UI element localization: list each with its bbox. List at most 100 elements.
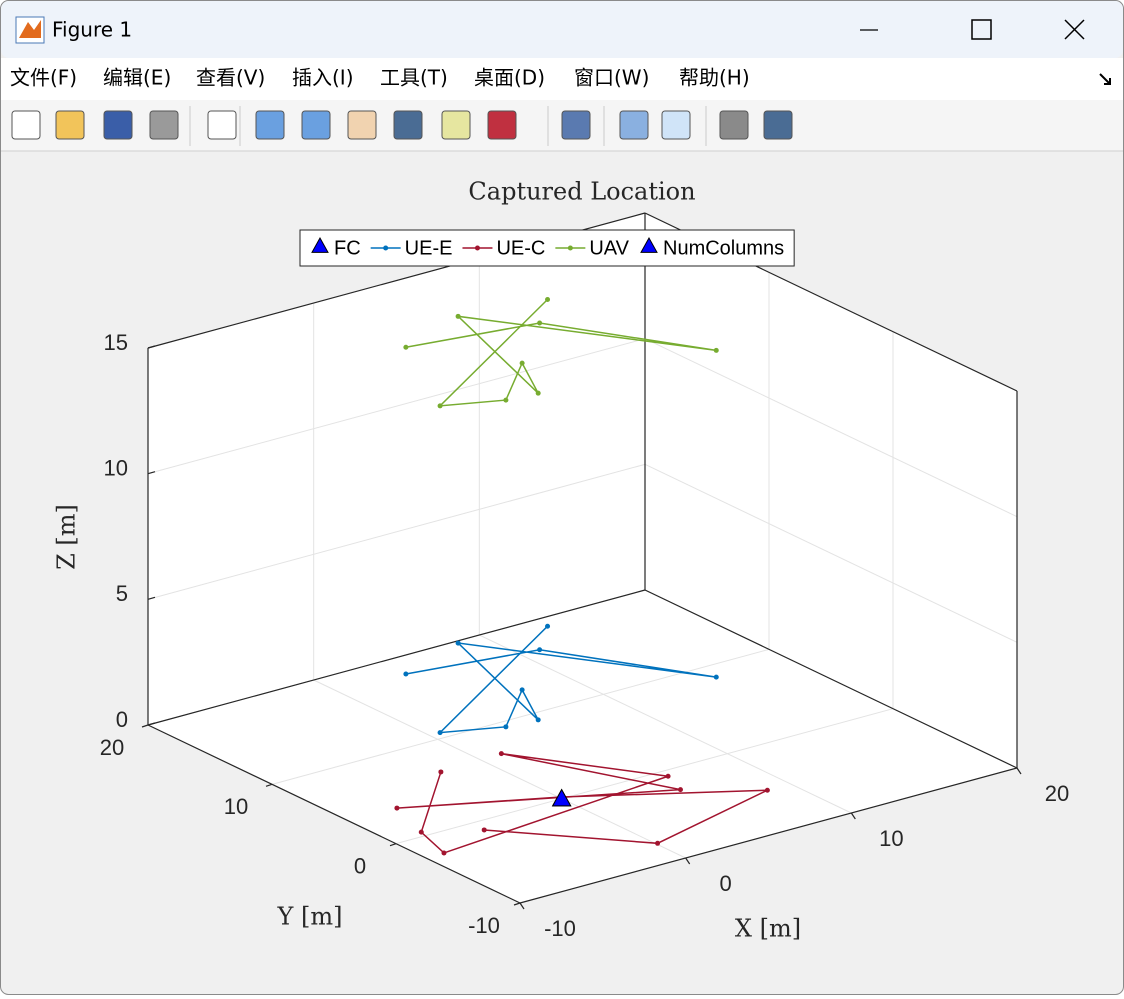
y-tick-label: 0 xyxy=(354,853,366,878)
toolbar-button[interactable] xyxy=(301,110,331,140)
data-point xyxy=(519,687,525,693)
menu-item[interactable]: 工具(T) xyxy=(380,66,448,90)
menu-item[interactable]: 插入(I) xyxy=(292,66,354,90)
data-point xyxy=(713,347,719,353)
z-axis-label: Z [m] xyxy=(53,504,81,570)
data-point xyxy=(481,827,487,833)
data-point xyxy=(498,751,504,757)
grid-line xyxy=(644,338,1018,518)
toolbar-button[interactable] xyxy=(561,110,591,140)
toolbar-button[interactable] xyxy=(11,110,41,140)
toolbar-button[interactable] xyxy=(149,110,179,140)
y-axis-line xyxy=(147,724,521,904)
toolbar-button[interactable] xyxy=(763,110,793,140)
data-point xyxy=(503,724,509,730)
z-tick xyxy=(147,471,156,475)
data-point xyxy=(403,671,409,677)
toolbar-button[interactable] xyxy=(207,110,237,140)
data-point xyxy=(713,674,719,680)
y-tick-label: 10 xyxy=(224,794,248,819)
toolbar-button[interactable] xyxy=(255,110,285,140)
y-tick-label: 20 xyxy=(100,735,124,760)
legend-label: UE-E xyxy=(405,237,453,259)
toolbar-button[interactable] xyxy=(103,110,133,140)
z-tick-label: 15 xyxy=(104,330,128,355)
legend-label: UE-C xyxy=(496,237,545,259)
toolbar-button[interactable] xyxy=(55,110,85,140)
x-tick-label: 10 xyxy=(879,826,903,851)
data-point xyxy=(535,390,541,396)
legend-label: FC xyxy=(334,237,361,259)
toolbar-button[interactable] xyxy=(661,110,691,140)
title-bar xyxy=(1,1,1123,58)
box-edge xyxy=(644,589,1018,769)
data-point xyxy=(438,769,444,775)
toolbar-button[interactable] xyxy=(719,110,749,140)
legend-label: UAV xyxy=(589,237,629,259)
z-tick-label: 10 xyxy=(104,455,128,480)
data-point xyxy=(535,717,541,723)
data-point xyxy=(455,313,461,319)
chart-title: Captured Location xyxy=(468,178,695,206)
grid-line xyxy=(147,463,646,600)
y-tick xyxy=(513,902,521,906)
z-tick xyxy=(147,345,156,349)
x-tick xyxy=(1016,767,1022,775)
data-point xyxy=(437,730,443,736)
grid-line xyxy=(479,634,852,814)
data-point xyxy=(537,320,543,326)
grid-line xyxy=(147,338,646,475)
z-tick-label: 0 xyxy=(116,707,128,732)
legend-label: NumColumns xyxy=(663,237,784,259)
box-edge xyxy=(147,589,646,726)
y-tick xyxy=(141,724,149,728)
x-tick xyxy=(850,812,856,820)
toolbar-button[interactable] xyxy=(393,110,423,140)
y-axis-label: Y [m] xyxy=(277,903,343,931)
data-point xyxy=(441,850,447,856)
toolbar-button[interactable] xyxy=(487,110,517,140)
close-button[interactable] xyxy=(1064,19,1085,40)
menu-bar xyxy=(1,58,1123,100)
x-tick-label: 0 xyxy=(720,871,732,896)
x-tick xyxy=(519,902,525,910)
x-axis-label: X [m] xyxy=(735,915,801,943)
maximize-button[interactable] xyxy=(971,19,992,40)
toolbar-button[interactable] xyxy=(619,110,649,140)
z-tick xyxy=(147,596,156,600)
app-icon xyxy=(15,16,45,44)
data-point xyxy=(655,840,661,846)
y-tick xyxy=(265,783,273,787)
data-point xyxy=(437,403,443,409)
z-tick xyxy=(147,722,156,726)
data-point xyxy=(545,623,551,629)
data-point xyxy=(418,829,424,835)
menu-item[interactable]: 查看(V) xyxy=(196,66,265,90)
z-tick-label: 5 xyxy=(116,581,128,606)
legend-symbol xyxy=(311,236,329,253)
legend-symbol xyxy=(567,245,573,251)
toolbar-button[interactable] xyxy=(441,110,471,140)
menu-item[interactable]: 编辑(E) xyxy=(103,66,171,90)
data-point xyxy=(677,787,683,793)
data-point xyxy=(665,773,671,779)
legend-symbol xyxy=(474,245,480,251)
data-point xyxy=(394,805,400,811)
grid-line xyxy=(313,679,686,859)
toolbar-button[interactable] xyxy=(347,110,377,140)
window-title: Figure 1 xyxy=(52,18,132,42)
dock-button[interactable] xyxy=(1099,73,1111,85)
menu-item[interactable]: 窗口(W) xyxy=(574,66,649,90)
legend-symbol xyxy=(640,236,658,253)
data-point xyxy=(455,640,461,646)
y-tick xyxy=(389,843,397,847)
data-point xyxy=(519,360,525,366)
grid-line xyxy=(395,708,894,845)
menu-item[interactable]: 帮助(H) xyxy=(679,66,750,90)
data-point xyxy=(551,788,572,807)
menu-item[interactable]: 文件(F) xyxy=(10,66,77,90)
menu-item[interactable]: 桌面(D) xyxy=(474,66,545,90)
menu-items: 文件(F) 编辑(E) 查看(V) 插入(I) 工具(T) 桌面(D) 窗口(W) 帮助(H) xyxy=(10,66,750,90)
data-point xyxy=(503,397,509,403)
